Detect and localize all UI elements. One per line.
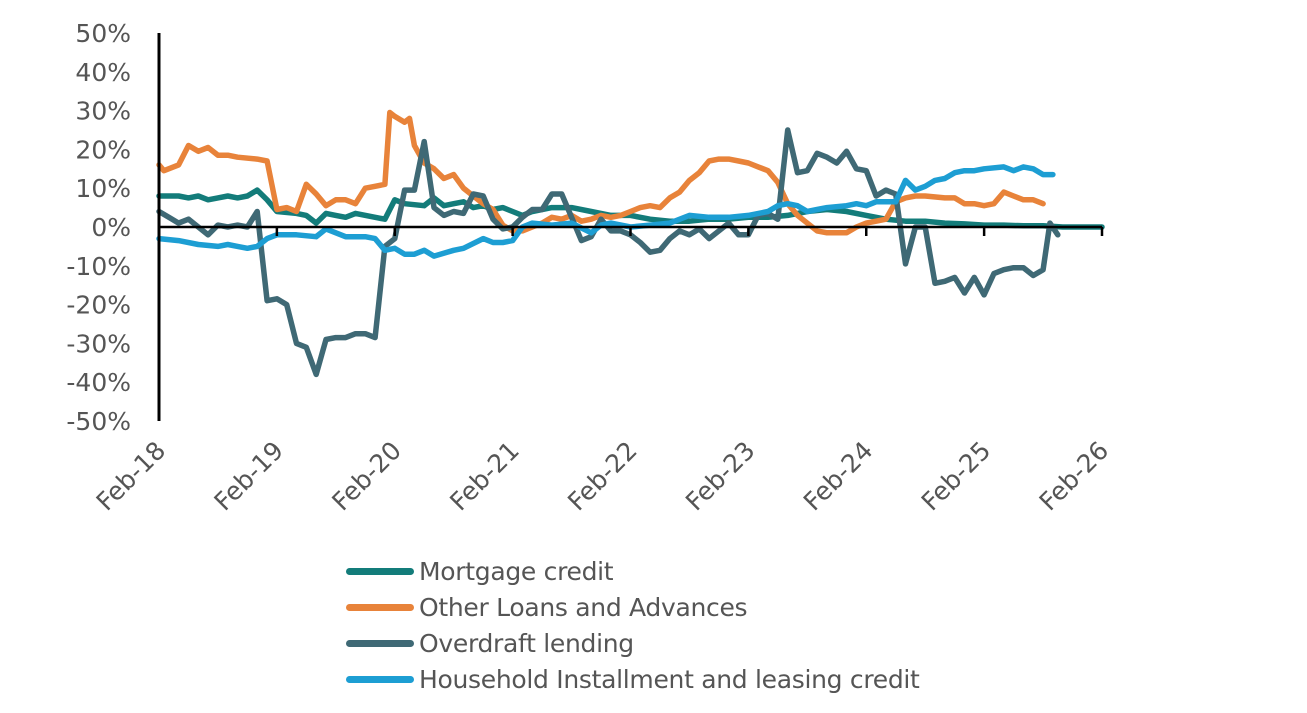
y-tick-label: -50% <box>66 407 131 436</box>
y-tick-label: 20% <box>75 135 131 164</box>
y-tick-label: 10% <box>75 174 131 203</box>
y-tick-label: 0% <box>91 213 131 242</box>
y-tick-label: -20% <box>66 291 131 320</box>
y-tick-label: -10% <box>66 252 131 281</box>
legend-label: Other Loans and Advances <box>419 592 748 622</box>
legend-swatch-overdraft-lending <box>346 639 414 647</box>
chart-legend: Mortgage credit Other Loans and Advances… <box>346 553 920 697</box>
x-tick-label: Feb-23 <box>680 436 761 517</box>
legend-swatch-other-loans <box>346 603 414 611</box>
y-tick-label: -40% <box>66 368 131 397</box>
legend-item-other-loans: Other Loans and Advances <box>346 589 920 625</box>
series-line-1 <box>156 109 1046 236</box>
x-tick-label: Feb-19 <box>208 436 289 517</box>
series-line-0 <box>156 187 1105 230</box>
legend-item-overdraft-lending: Overdraft lending <box>346 625 920 661</box>
y-tick-label: 40% <box>75 58 131 87</box>
y-tick-label: 50% <box>75 19 131 48</box>
legend-item-mortgage-credit: Mortgage credit <box>346 553 920 589</box>
x-tick-label: Feb-20 <box>326 436 407 517</box>
x-tick-labels: Feb-18 Feb-19 Feb-20 Feb-21 Feb-22 Feb-23 Feb-… <box>91 436 1115 517</box>
series-layer <box>156 109 1105 378</box>
series-line-2 <box>156 127 1061 378</box>
y-tick-label: -30% <box>66 329 131 358</box>
x-tick-label: Feb-18 <box>91 436 172 517</box>
legend-label: Overdraft lending <box>419 628 634 658</box>
series-line-3 <box>156 164 1056 259</box>
legend-swatch-household-installment <box>346 675 414 683</box>
x-tick-label: Feb-22 <box>562 436 643 517</box>
x-tick-label: Feb-25 <box>916 436 997 517</box>
legend-swatch-mortgage-credit <box>346 567 414 575</box>
y-tick-label: 30% <box>75 97 131 126</box>
y-tick-labels: 50% 40% 30% 20% 10% 0% -10% -20% -30% -40% -50% <box>66 19 131 436</box>
x-tick-label: Feb-26 <box>1034 436 1115 517</box>
x-tick-label: Feb-21 <box>444 436 525 517</box>
x-tick-label: Feb-24 <box>798 436 879 517</box>
legend-label: Household Installment and leasing credit <box>419 664 920 694</box>
legend-label: Mortgage credit <box>419 556 614 586</box>
legend-item-household-installment: Household Installment and leasing credit <box>346 661 920 697</box>
axis-layer <box>157 33 1104 421</box>
